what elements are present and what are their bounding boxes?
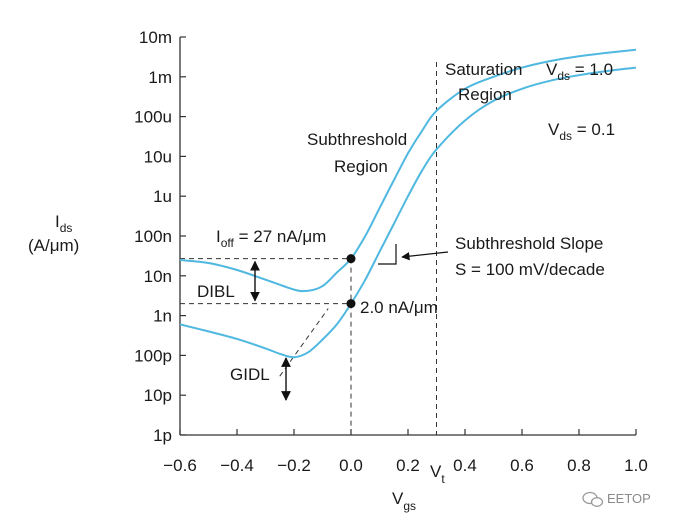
ioff-high-label-main: I xyxy=(216,227,221,246)
x-tick-label: −0.2 xyxy=(277,456,311,475)
slope-pointer-arrow xyxy=(401,251,449,261)
subthreshold-region-label: Region xyxy=(334,157,388,176)
ioff-low-label: 2.0 nA/μm xyxy=(360,298,438,317)
annotations xyxy=(250,244,449,401)
vt-label-main: V xyxy=(430,462,442,481)
watermark: EETOP xyxy=(582,491,651,507)
y-axis-unit: (A/μm) xyxy=(28,236,79,255)
y-tick-label: 100n xyxy=(134,227,172,246)
subthreshold-label: Subthreshold xyxy=(307,130,407,149)
series-group xyxy=(179,48,637,359)
series-label-vds-1-main: V xyxy=(546,60,558,79)
vt-label: Vt xyxy=(430,462,445,486)
axes: 1p 10p 100p 1n 10n 100n 1u 10u 100u 1m 10m −0.6 −0.4… xyxy=(134,28,648,475)
series-label-vds-01-value: = 0.1 xyxy=(572,120,615,139)
series-label-vds-01-sub: ds xyxy=(559,129,572,143)
saturation-region-label: Region xyxy=(458,85,512,104)
gidl-label: GIDL xyxy=(230,365,270,384)
x-axis-title: Vgs xyxy=(392,489,416,513)
series-label-vds-01-main: V xyxy=(548,120,560,139)
ioff-high-label: Ioff = 27 nA/μm xyxy=(216,227,326,250)
y-axis-title: Ids xyxy=(55,212,72,235)
watermark-text: EETOP xyxy=(607,491,651,506)
series-label-vds-01: Vds = 0.1 xyxy=(548,120,615,143)
x-tick-label: 0.4 xyxy=(453,456,477,475)
y-tick-label: 1m xyxy=(148,68,172,87)
y-axis-title-main: I xyxy=(55,212,60,231)
series-line-vds-1 xyxy=(179,48,637,293)
y-tick-label: 10m xyxy=(139,28,172,47)
slope-triangle xyxy=(378,244,397,265)
x-tick-label: 0.2 xyxy=(396,456,420,475)
ioff-high-point xyxy=(346,254,356,264)
vt-label-sub: t xyxy=(441,472,445,486)
series-label-vds-1: Vds = 1.0 xyxy=(546,60,613,83)
guide-lines xyxy=(180,62,437,435)
series-line-vds-01 xyxy=(179,66,637,359)
wechat-icon xyxy=(582,491,604,507)
slope-label: Subthreshold Slope xyxy=(455,234,603,253)
x-axis-title-sub: gs xyxy=(403,499,416,513)
saturation-label: Saturation xyxy=(445,60,523,79)
y-tick-label: 1u xyxy=(153,187,172,206)
y-tick-label: 100p xyxy=(134,346,172,365)
x-tick-label: 0.8 xyxy=(567,456,591,475)
y-axis-title-sub: ds xyxy=(60,221,73,235)
dibl-label: DIBL xyxy=(197,282,235,301)
y-tick-label: 100u xyxy=(134,108,172,127)
x-axis-title-main: V xyxy=(392,489,404,508)
ioff-high-label-sub: off xyxy=(221,236,235,250)
slope-value-label: S = 100 mV/decade xyxy=(455,260,605,279)
y-tick-label: 10u xyxy=(144,147,172,166)
y-tick-label: 1n xyxy=(153,307,172,326)
x-tick-label: 1.0 xyxy=(624,456,648,475)
ioff-low-point xyxy=(346,299,356,309)
series-label-vds-1-value: = 1.0 xyxy=(570,60,613,79)
y-tick-label: 10p xyxy=(144,386,172,405)
x-tick-label: 0.6 xyxy=(510,456,534,475)
ioff-high-label-value: = 27 nA/μm xyxy=(234,227,326,246)
series-label-vds-1-sub: ds xyxy=(557,69,570,83)
x-tick-label: −0.6 xyxy=(163,456,197,475)
y-tick-label: 10n xyxy=(144,267,172,286)
y-tick-label: 1p xyxy=(153,426,172,445)
x-tick-label: 0.0 xyxy=(339,456,363,475)
x-tick-label: −0.4 xyxy=(220,456,254,475)
